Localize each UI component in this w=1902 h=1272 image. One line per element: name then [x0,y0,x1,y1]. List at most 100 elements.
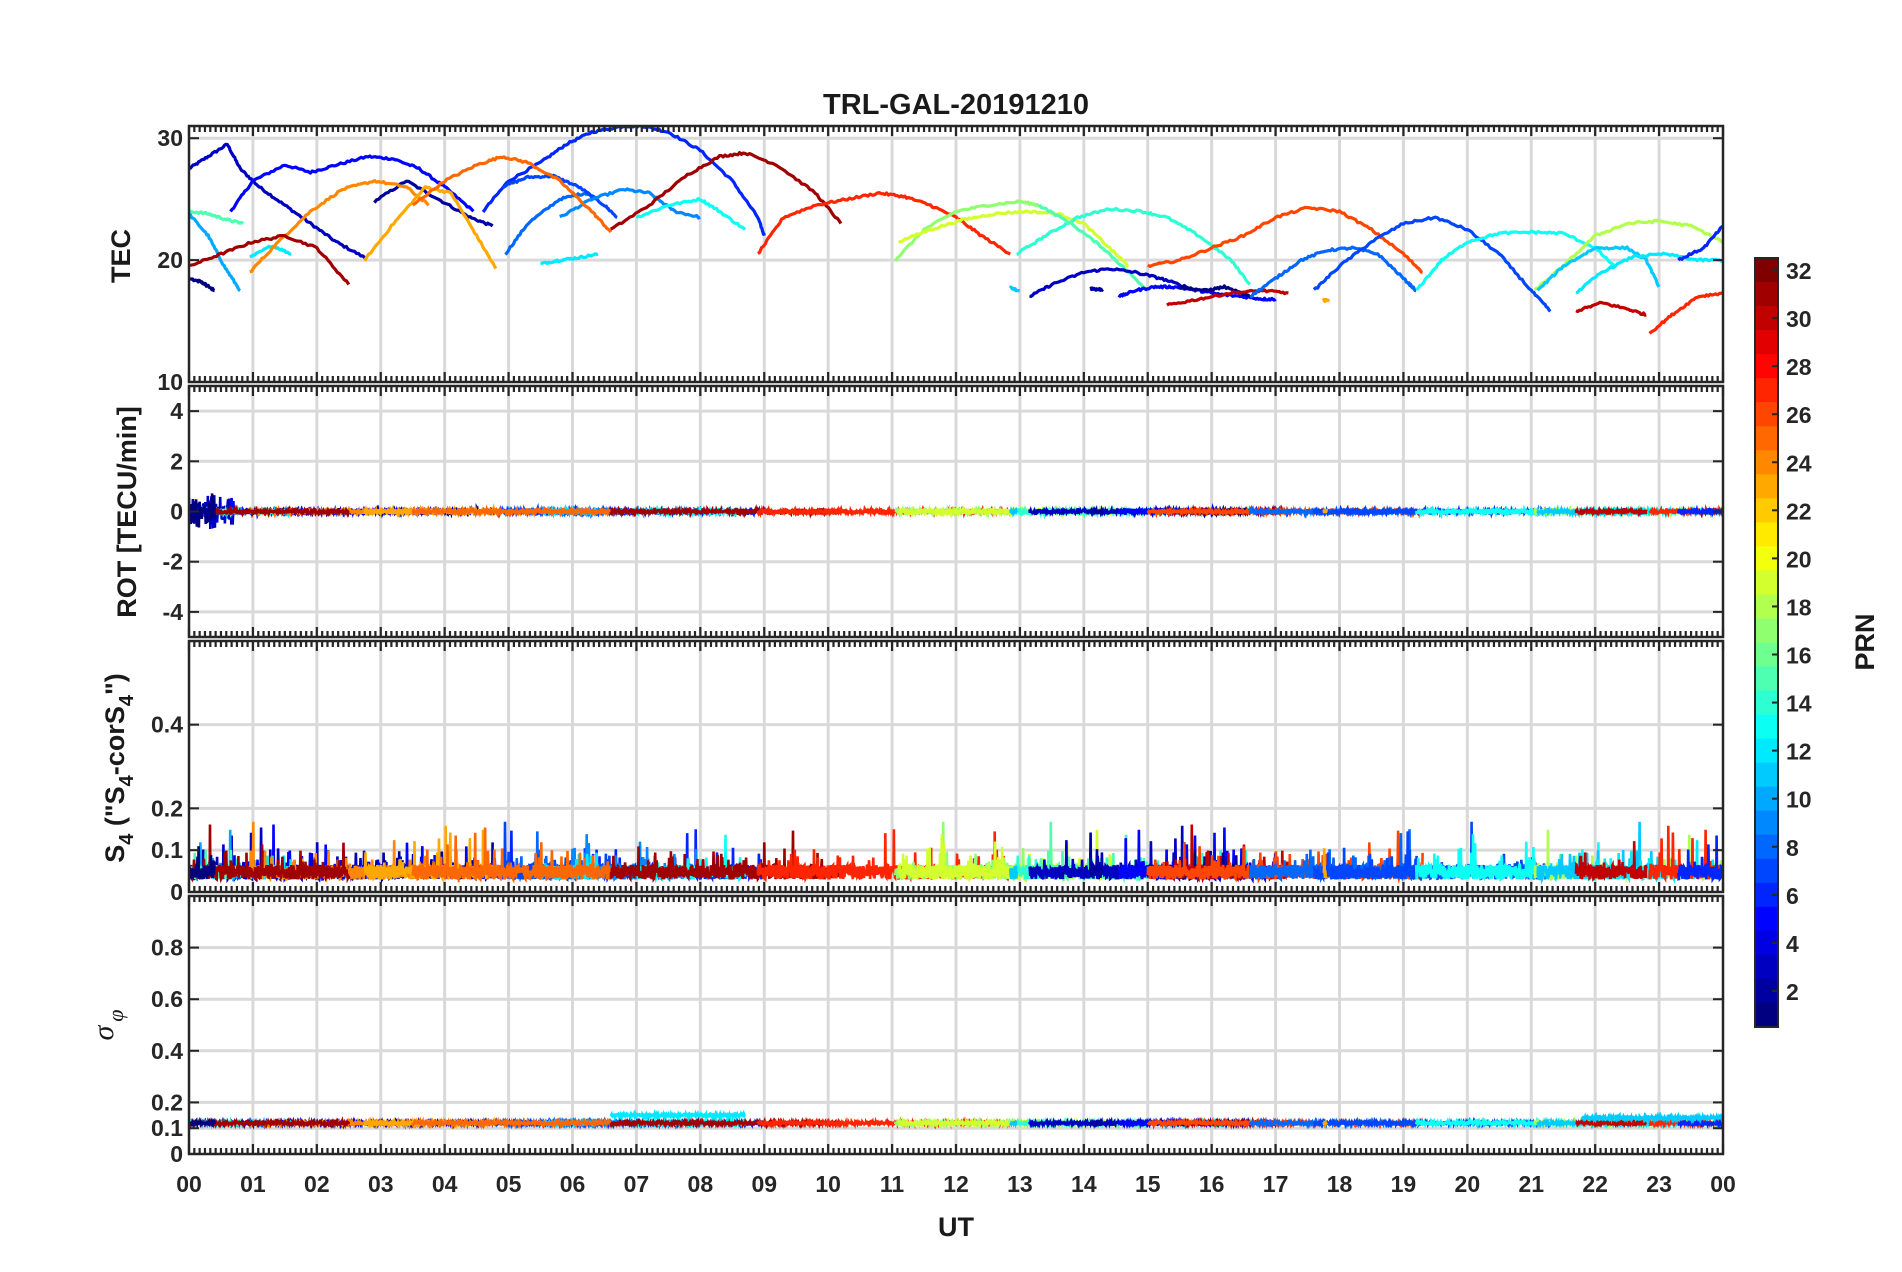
tec-series-prn-19 [897,209,1130,268]
rot-series-prn-2 [1089,504,1105,518]
s4-ytick-label: 0.1 [151,837,183,863]
x-tick-label: 14 [1071,1171,1097,1197]
tec-series-prn-12 [540,252,599,266]
x-tick-label: 22 [1582,1171,1608,1197]
colorbar-tick-label: 2 [1786,979,1799,1005]
tec-series-prn-7 [501,173,618,219]
x-tick-label: 00 [176,1171,202,1197]
tec-series-prn-31 [610,151,843,231]
tec-series-prn-2 [373,179,494,228]
sigma-phi-ytick-label: 0.4 [151,1038,183,1064]
colorbar-swatch-29 [1755,330,1778,355]
tec-series-prn-30 [1575,300,1647,317]
tec-ylabel: TEC [106,229,136,283]
tec-series-prn-3 [189,142,366,259]
sigma-phi-series-prn-6 [1677,1116,1723,1130]
sigma-phi-axes: 00.10.2 0.4 0.6 0.8 [151,894,1725,1167]
colorbar-swatch-28 [1755,354,1778,379]
sigma-phi-series-prn-1 [189,1117,216,1129]
x-tick-label: 00 [1710,1171,1736,1197]
tec-series-prn-2 [1089,286,1105,292]
colorbar-frame [1754,257,1779,1028]
x-tick-label: 21 [1518,1171,1544,1197]
sigma-phi-ytick-label: 0.1 [151,1115,183,1141]
colorbar-swatch-9 [1755,810,1778,836]
tec-frame [187,124,1725,384]
tec-series-prn-14 [1016,206,1252,286]
tec-series-prn-25 [412,155,613,234]
colorbar-tick-label: 6 [1786,883,1799,909]
colorbar-swatch-32 [1755,258,1778,283]
x-tick-label: 18 [1327,1171,1353,1197]
tec-series-prn-27 [757,191,1011,256]
colorbar-swatch-31 [1755,282,1778,307]
colorbar-swatch-10 [1755,786,1778,812]
tec-series-prn-23 [363,185,498,270]
colorbar-tick-label: 28 [1786,354,1812,380]
colorbar-swatch-25 [1755,426,1778,451]
x-tick-label: 23 [1646,1171,1672,1197]
s4-series-prn-23 [1322,848,1328,880]
colorbar-tick-label: 30 [1786,306,1812,332]
tec-series-prn-8 [1249,245,1417,299]
sigma-phi-series-prn-23 [1322,1118,1328,1130]
s4-ylabel: S4 ("S4-corS4") [100,673,138,863]
rot-ytick-label: 0 [170,499,183,525]
tec-series-prn-27 [1648,291,1723,335]
colorbar-swatch-24 [1755,450,1778,475]
colorbar-swatch-14 [1755,690,1778,716]
sigma-phi-ytick-label: 0 [170,1141,183,1167]
rot-ytick-label: 4 [170,398,183,424]
tec-series-prn-1 [189,277,216,293]
sigma-phi-series [189,1108,1723,1130]
colorbar-swatch-20 [1755,546,1778,572]
x-tick-label: 19 [1391,1171,1417,1197]
x-tick-label: 20 [1455,1171,1481,1197]
tec-panel: 10 20 30 TEC [106,124,1725,395]
tec-series-prn-12 [1575,251,1723,295]
tec-series-prn-30 [1166,288,1289,307]
tec-ytick-label: 30 [157,125,183,151]
colorbar-tick-label: 32 [1786,258,1812,284]
colorbar-swatch-5 [1755,906,1778,932]
tec-series-prn-26 [1147,205,1423,274]
x-tick-label: 02 [304,1171,330,1197]
rot-series [189,493,1723,530]
tec-series-prn-7 [1312,215,1552,313]
colorbar-tick-label: 4 [1786,931,1799,957]
tec-series-prn-24 [249,179,430,274]
s4-series-prn-30 [1574,841,1648,882]
rot-ytick-label: -2 [163,549,183,575]
x-tick-label: 03 [368,1171,394,1197]
colorbar-tick-label: 24 [1786,450,1812,476]
sigma-phi-panel: 00.10.2 0.4 0.6 0.8 σφ [87,894,1725,1167]
s4-series-prn-11 [1009,865,1018,880]
tec-series-prn-15 [189,209,245,225]
colorbar-swatch-22 [1755,498,1778,523]
colorbar-tick-label: 14 [1786,691,1812,717]
tec-series-prn-15 [1037,203,1149,292]
x-tick-label: 01 [240,1171,266,1197]
rot-ylabel: ROT [TECU/min] [112,406,142,617]
s4-ytick-label: 0.2 [151,795,183,821]
s4-ytick-label: 0.4 [151,712,183,738]
s4-series [189,821,1723,885]
colorbar-swatch-8 [1755,834,1778,860]
colorbar-swatch-18 [1755,594,1778,620]
s4-panel: 0 0.1 0.2 0.4 S4 ("S4-corS4") [100,639,1725,905]
s4-axes: 0 0.1 0.2 0.4 [151,639,1725,905]
tec-series-prn-11 [1536,245,1661,292]
sigma-phi-ytick-label: 0.6 [151,986,183,1012]
tec-series-prn-9 [559,187,701,220]
x-tick-label: 09 [751,1171,777,1197]
colorbar-swatch-27 [1755,378,1778,403]
colorbar-swatch-30 [1755,306,1778,331]
x-tick-label: 08 [688,1171,714,1197]
tec-gridlines [189,126,1723,382]
tec-series-prn-6 [1677,224,1723,262]
sigma-phi-ytick-label: 0.8 [151,935,183,961]
x-tick-label: 13 [1007,1171,1033,1197]
tec-series-prn-13 [1415,229,1616,291]
x-tick-label: 10 [815,1171,841,1197]
